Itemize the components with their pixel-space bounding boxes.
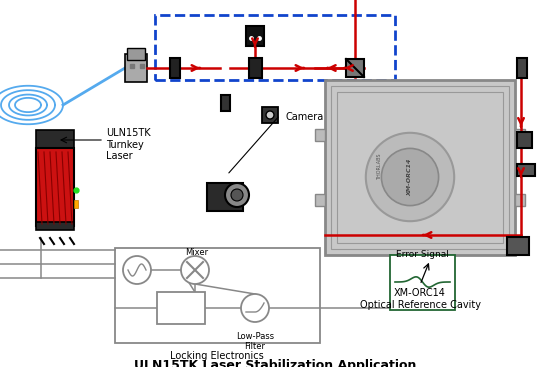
Bar	[331, 86, 509, 249]
Bar	[515, 129, 525, 141]
Circle shape	[181, 256, 209, 284]
Text: THORLABS: THORLABS	[377, 154, 382, 180]
Text: Locking Electronics: Locking Electronics	[170, 351, 264, 361]
Bar	[36, 222, 74, 230]
Circle shape	[381, 148, 438, 206]
Text: ULN15TK
Turnkey
Laser: ULN15TK Turnkey Laser	[106, 128, 151, 161]
Bar	[507, 237, 529, 255]
Text: Mixer: Mixer	[185, 248, 208, 257]
Bar	[36, 130, 74, 148]
Bar	[346, 59, 364, 77]
Bar	[390, 255, 455, 310]
Bar	[170, 58, 180, 78]
Text: Camera: Camera	[285, 112, 323, 122]
Bar	[315, 194, 325, 206]
Bar	[337, 92, 503, 243]
Bar	[155, 15, 395, 80]
Bar	[207, 183, 243, 211]
Circle shape	[366, 133, 454, 221]
Circle shape	[266, 111, 274, 119]
Bar	[517, 132, 532, 148]
Bar	[249, 58, 262, 78]
Bar	[262, 107, 278, 123]
Circle shape	[123, 256, 151, 284]
Bar	[115, 248, 320, 343]
Text: XM-ORC14: XM-ORC14	[408, 158, 412, 196]
Bar	[221, 95, 230, 111]
Text: ULN15TK Laser Stabilization Application: ULN15TK Laser Stabilization Application	[134, 359, 416, 367]
Text: Servo
Filter: Servo Filter	[169, 298, 193, 318]
Circle shape	[241, 294, 269, 322]
Bar	[157, 292, 205, 324]
Bar	[74, 200, 78, 208]
Bar	[315, 129, 325, 141]
Bar	[36, 148, 74, 226]
Bar	[246, 26, 264, 46]
Bar	[125, 54, 147, 82]
Bar	[517, 164, 535, 176]
Text: XM-ORC14
Optical Reference Cavity: XM-ORC14 Optical Reference Cavity	[360, 288, 481, 310]
Text: Low-Pass
Filter: Low-Pass Filter	[236, 332, 274, 351]
Circle shape	[231, 189, 243, 201]
Circle shape	[225, 183, 249, 207]
Bar	[127, 48, 145, 60]
Bar	[325, 80, 515, 255]
Text: Error Signal: Error Signal	[395, 250, 448, 259]
Bar	[517, 58, 527, 78]
Bar	[515, 194, 525, 206]
